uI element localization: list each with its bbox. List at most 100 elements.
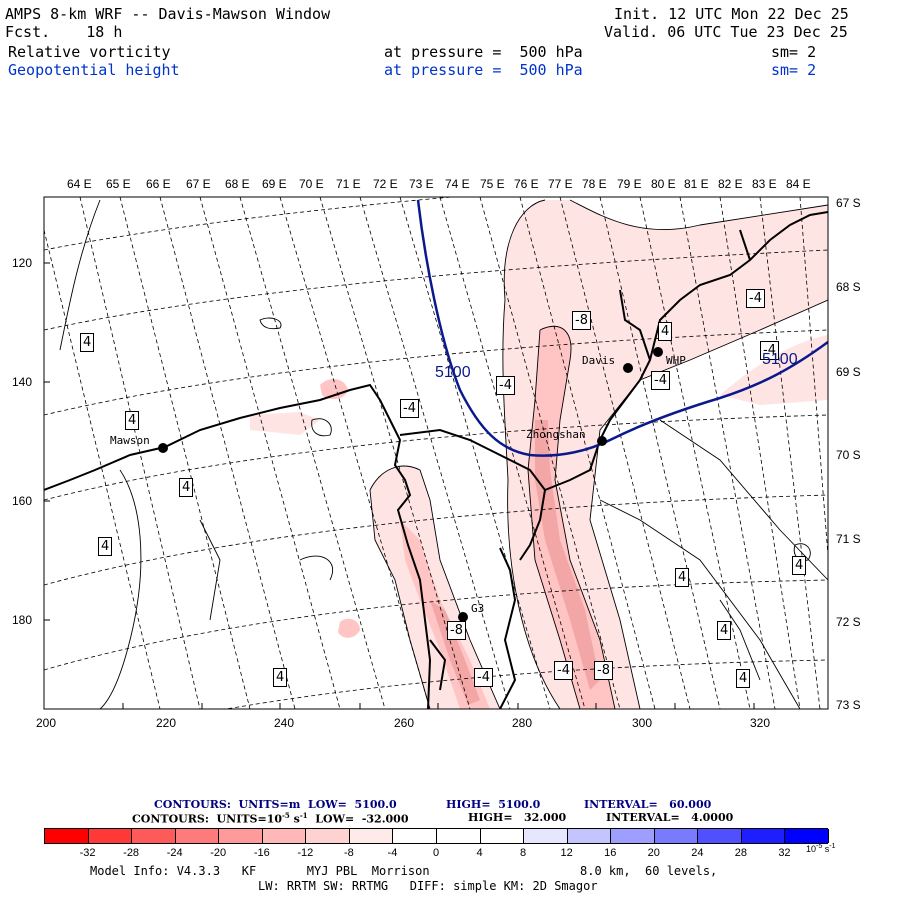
lon-label: 80 E (651, 177, 676, 191)
colorbar-tick-label: -16 (253, 847, 270, 859)
colorbar-tick-label: 24 (691, 847, 704, 859)
colorbar-cell (45, 829, 89, 843)
colorbar-cell (219, 829, 263, 843)
colorbar-unit-exp2: -1 (829, 843, 836, 850)
contour-label: 4 (675, 568, 690, 587)
y-label: 160 (12, 494, 33, 508)
contour-label: 4 (273, 668, 288, 687)
colorbar-tick-label: -24 (166, 847, 183, 859)
station-name-whp: WHP (666, 354, 686, 367)
colorbar-tick-label: 0 (432, 847, 440, 859)
station-marker-davis (623, 363, 633, 373)
graticule (44, 197, 828, 709)
lat-label: 72 S (836, 615, 861, 629)
height-contour-5100 (416, 199, 828, 457)
colorbar-tick-label: 32 (778, 847, 791, 859)
contour-label: -8 (447, 621, 466, 640)
colorbar-cell (175, 829, 220, 843)
field2-level: at pressure = 500 hPa (384, 61, 583, 79)
height-contour-info: CONTOURS: UNITS=m LOW= 5100.0 (154, 798, 397, 811)
station-name-g3: G3 (471, 602, 485, 615)
model-info-physics: LW: RRTM SW: RRTMG DIFF: simple KM: 2D S… (258, 879, 598, 893)
colorbar-tick-label: -32 (79, 847, 96, 859)
lon-label: 75 E (480, 177, 505, 191)
station-name-davis: Davis (582, 354, 616, 367)
x-label: 320 (750, 716, 771, 730)
y-label: 120 (12, 256, 33, 270)
x-label: 300 (632, 716, 653, 730)
plot-title: AMPS 8-km WRF -- Davis-Mawson Window (5, 5, 331, 23)
lat-label: 69 S (836, 365, 861, 379)
height-high-info: HIGH= 5100.0 (446, 798, 541, 811)
valid-time: Valid. 06 UTC Tue 23 Dec 25 (604, 23, 848, 41)
lon-label: 64 E (67, 177, 92, 191)
lon-label: 68 E (225, 177, 250, 191)
colorbar-tick-label: -8 (343, 847, 354, 859)
vort-units-exp2: -1 (299, 811, 308, 820)
vorticity-high-info: HIGH= 32.000 (468, 811, 567, 824)
colorbar-tick-label: 8 (520, 847, 527, 859)
lon-label: 82 E (718, 177, 743, 191)
contour-label: -4 (746, 289, 765, 308)
lat-label: 70 S (836, 448, 861, 462)
contour-label: 4 (80, 333, 95, 352)
model-info: Model Info: V4.3.3 KF MYJ PBL Morrison (90, 864, 430, 878)
contour-label: -4 (474, 668, 493, 687)
station-markers (158, 347, 663, 622)
colorbar-cell (437, 829, 481, 843)
lon-label: 65 E (106, 177, 131, 191)
contour-label: -4 (651, 371, 670, 390)
x-label: 240 (274, 716, 295, 730)
colorbar-cell (785, 829, 829, 843)
vorticity-interval-info: INTERVAL= 4.0000 (606, 811, 734, 824)
colorbar-cell (611, 829, 655, 843)
contour-label: 4 (658, 322, 673, 341)
field1-level: at pressure = 500 hPa (384, 43, 583, 61)
station-marker-mawson (158, 443, 168, 453)
contour-label: -4 (400, 399, 419, 418)
lon-label: 70 E (299, 177, 324, 191)
field1-sm: sm= 2 (771, 43, 817, 61)
contour-label: -4 (554, 661, 573, 680)
colorbar-unit-s: s (822, 844, 830, 854)
lat-label: 67 S (836, 196, 861, 210)
lon-label: 79 E (617, 177, 642, 191)
colorbar-tick-label: 28 (734, 847, 747, 859)
colorbar-cell (132, 829, 176, 843)
contour-label: -8 (594, 661, 613, 680)
top-lon-labels: 64 E 65 E 66 E 67 E 68 E 69 E 70 E 71 E … (0, 177, 900, 191)
colorbar-cell (654, 829, 699, 843)
lon-label: 66 E (146, 177, 171, 191)
field1-name: Relative vorticity (8, 43, 171, 61)
colorbar-cell (567, 829, 612, 843)
x-label: 260 (394, 716, 415, 730)
colorbar-cell (741, 829, 786, 843)
lat-label: 73 S (836, 698, 861, 712)
forecast-hour: Fcst. 18 h (5, 23, 123, 41)
station-marker-zhongshan (597, 436, 607, 446)
lon-label: 84 E (786, 177, 811, 191)
lon-label: 67 E (186, 177, 211, 191)
contour-label: 4 (125, 411, 140, 430)
vort-units-s: s (289, 812, 300, 826)
x-label: 280 (512, 716, 533, 730)
colorbar-tick-label: 16 (604, 847, 617, 859)
vort-low: LOW= -32.000 (307, 812, 409, 826)
vort-units-exp: -5 (282, 811, 290, 820)
colorbar-cell (698, 829, 742, 843)
init-time: Init. 12 UTC Mon 22 Dec 25 (614, 5, 849, 23)
station-name-mawson: Mawson (110, 434, 150, 447)
field2-name: Geopotential height (8, 61, 180, 79)
lon-label: 83 E (752, 177, 777, 191)
plot-frame (43, 196, 829, 710)
contour-label: -4 (760, 341, 779, 360)
contour-label: -4 (496, 376, 515, 395)
lon-label: 76 E (514, 177, 539, 191)
colorbar-tick-label: -12 (297, 847, 314, 859)
lon-label: 71 E (336, 177, 361, 191)
colorbar-tick-label: 12 (560, 847, 573, 859)
colorbar-unit-base: 10 (806, 844, 817, 854)
lat-label: 71 S (836, 532, 861, 546)
axis-ticks (43, 262, 755, 709)
